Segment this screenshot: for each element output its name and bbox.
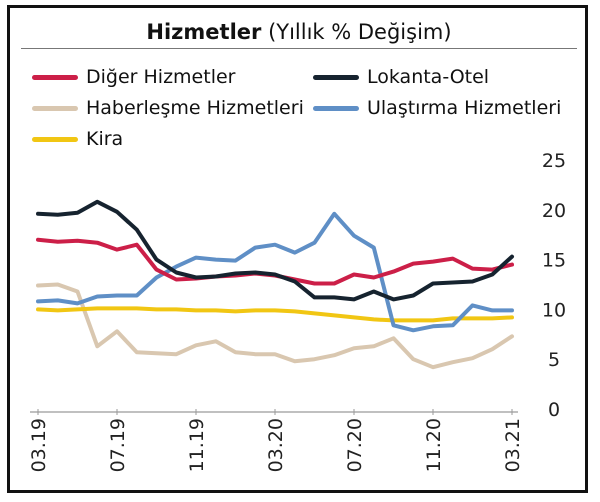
chart-title-sub: (Yıllık % Değişim) <box>268 20 452 44</box>
x-tick-label: 03.21 <box>502 418 524 472</box>
y-tick-label: 20 <box>542 200 566 222</box>
series-line-2 <box>36 282 514 370</box>
legend-label: Haberleşme Hizmetleri <box>86 97 304 119</box>
x-tick-label: 07.20 <box>344 418 366 472</box>
chart-title-main: Hizmetler <box>146 20 262 44</box>
y-tick-label: 0 <box>548 399 560 421</box>
y-tick-label: 25 <box>542 150 566 172</box>
legend-swatch <box>32 105 78 111</box>
legend-item-haberlesme-hizmetleri: Haberleşme Hizmetleri <box>32 97 304 119</box>
x-tick-label: 03.20 <box>265 418 287 472</box>
legend-swatch <box>313 105 359 111</box>
legend-label: Lokanta-Otel <box>367 66 490 88</box>
x-tick-label: 03.19 <box>28 418 50 472</box>
x-tick-label: 11.19 <box>186 418 208 472</box>
chart-title: Hizmetler (Yıllık % Değişim) <box>21 16 577 49</box>
legend-label: Ulaştırma Hizmetleri <box>367 97 562 119</box>
legend-label: Diğer Hizmetler <box>86 66 236 88</box>
legend-item-diger-hizmetler: Diğer Hizmetler <box>32 66 235 88</box>
y-tick-label: 10 <box>542 299 566 321</box>
y-tick-label: 15 <box>542 250 566 272</box>
legend-swatch <box>313 74 359 80</box>
series-line-3 <box>36 211 514 333</box>
x-tick-label: 11.20 <box>423 418 445 472</box>
legend-item-ulastirma-hizmetleri: Ulaştırma Hizmetleri <box>313 97 561 119</box>
series-line-1 <box>36 199 514 302</box>
y-tick-label: 5 <box>548 349 560 371</box>
x-tick-label: 07.19 <box>107 418 129 472</box>
legend-swatch <box>32 136 78 142</box>
legend-label: Kira <box>86 128 124 150</box>
legend-item-kira: Kira <box>32 128 123 150</box>
series-line-4 <box>36 306 514 323</box>
legend-item-lokanta-otel: Lokanta-Otel <box>313 66 489 88</box>
legend-swatch <box>32 74 78 80</box>
